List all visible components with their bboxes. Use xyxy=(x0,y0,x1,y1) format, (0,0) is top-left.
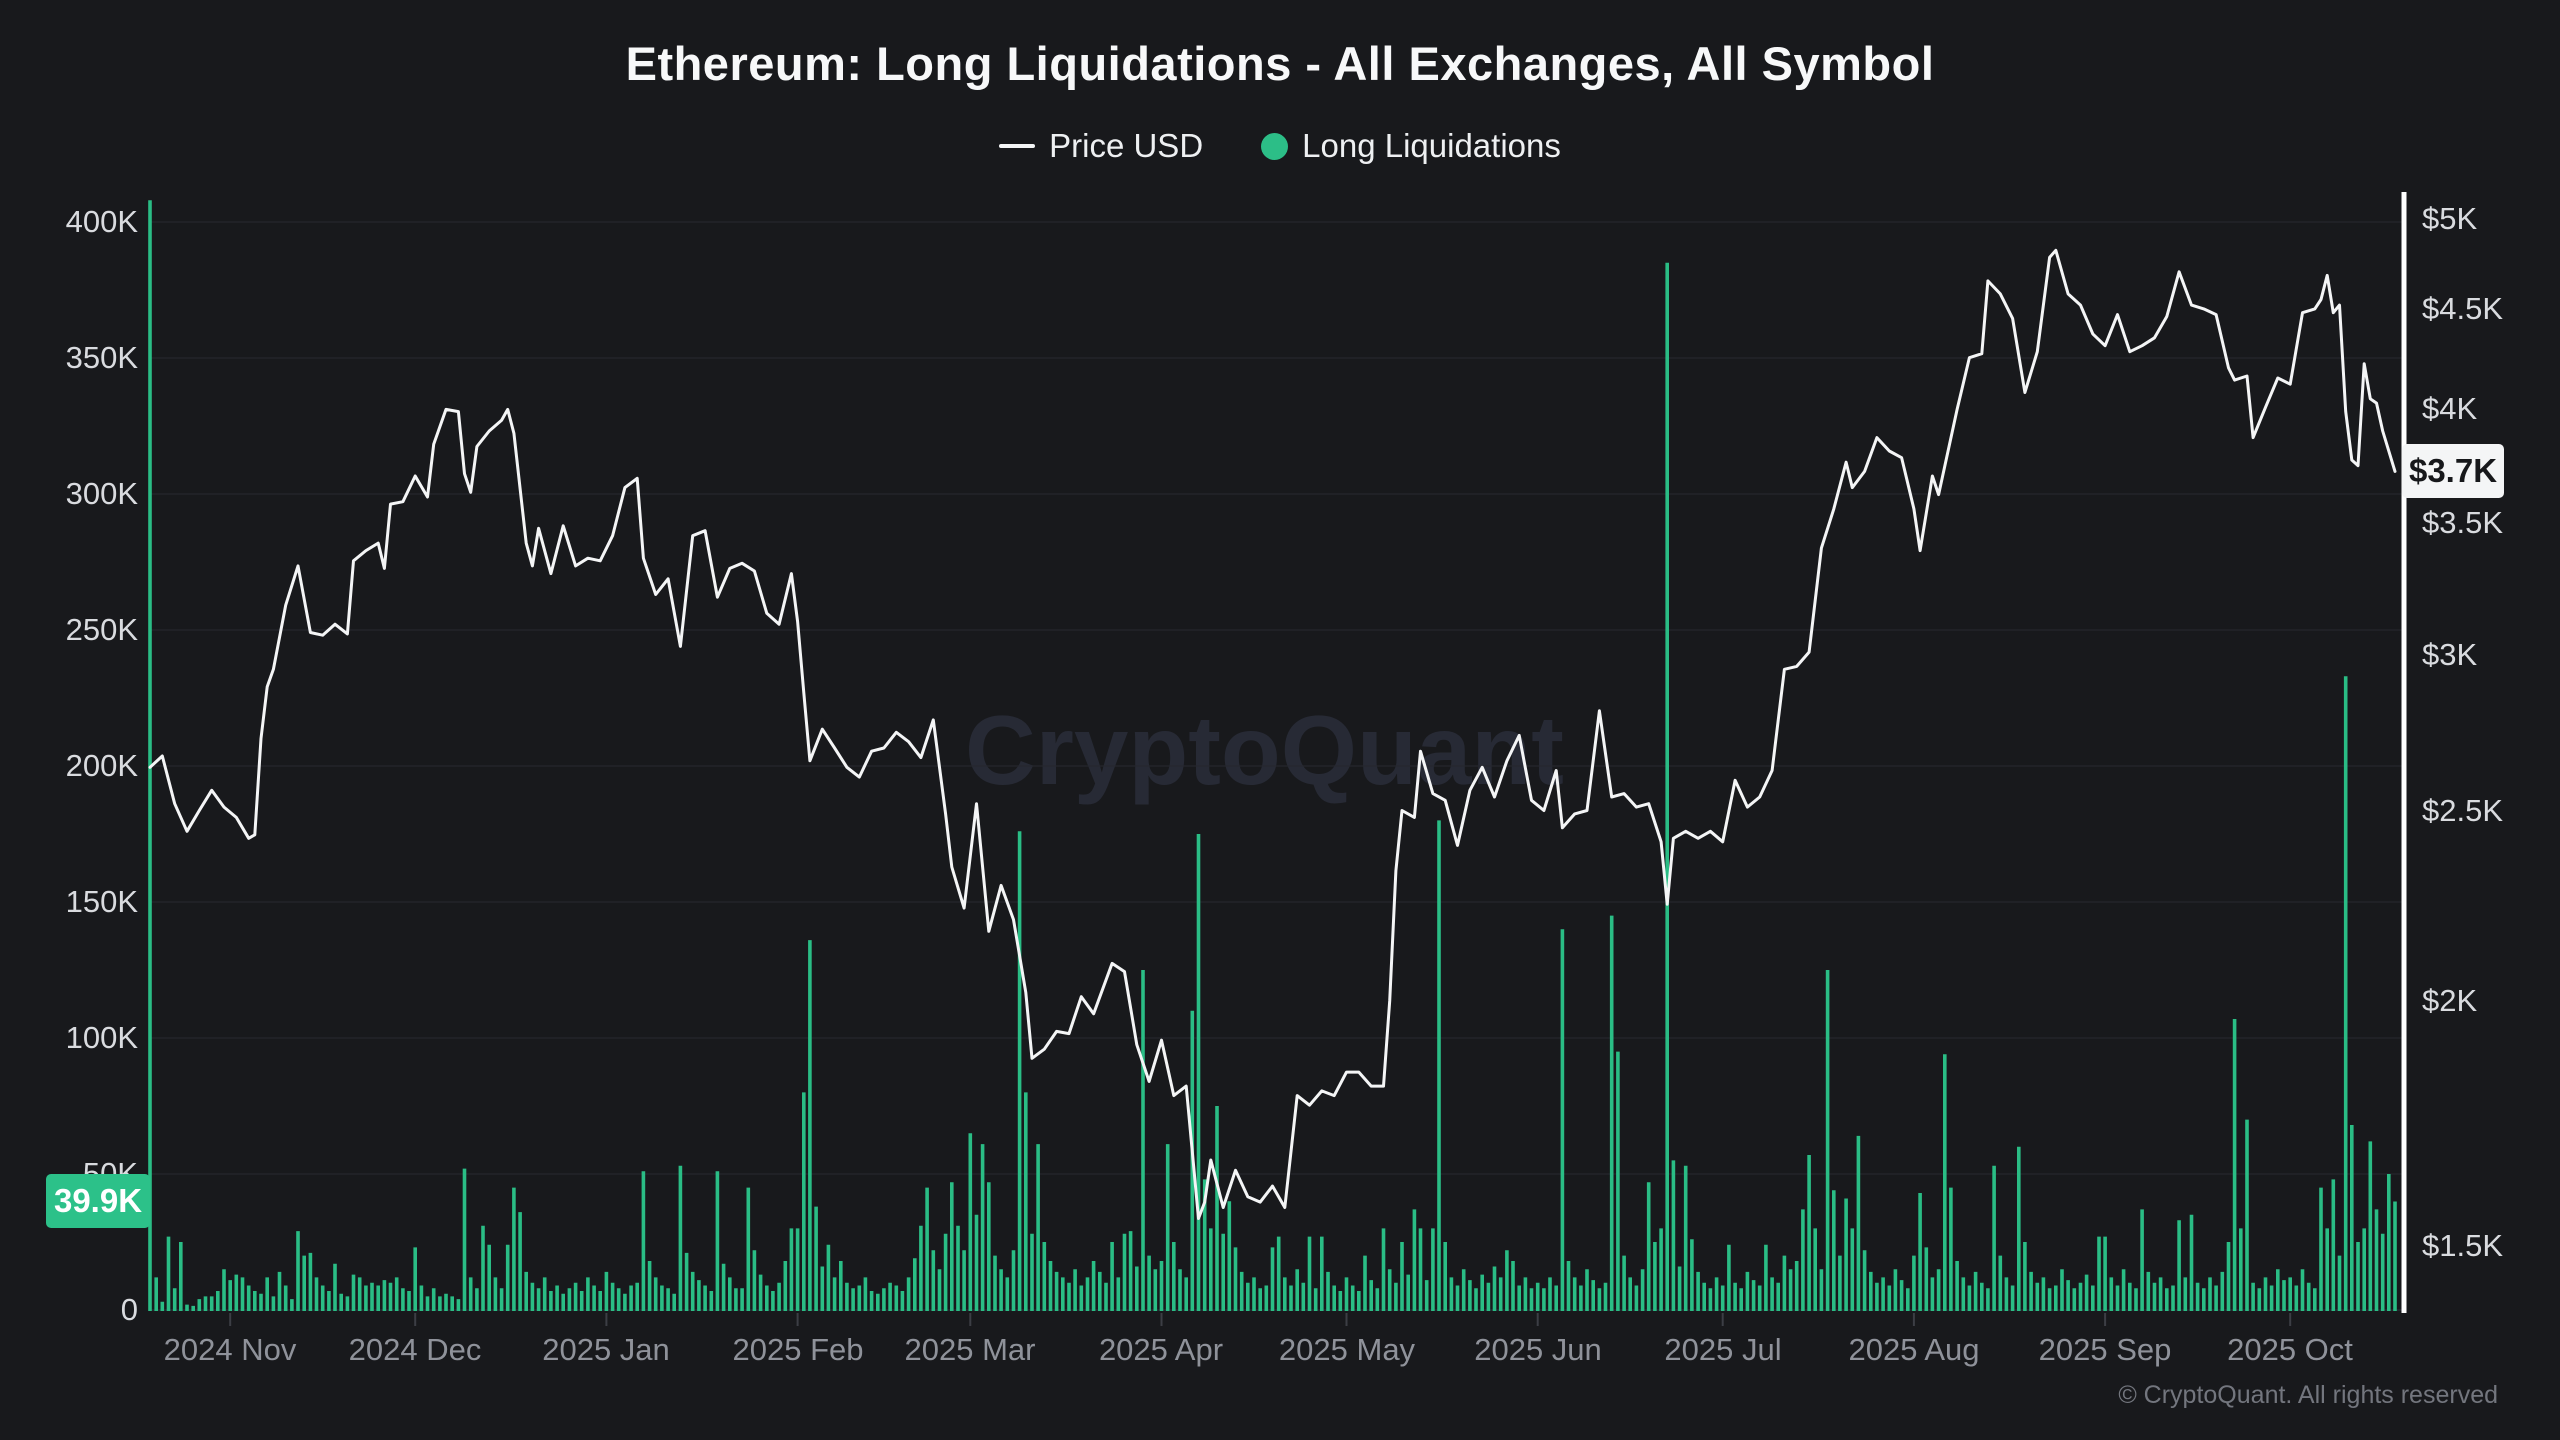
x-axis-tick-2025-May: 2025 May xyxy=(1278,1332,1416,1367)
copyright-text: © CryptoQuant. All rights reserved xyxy=(2118,1381,2498,1409)
x-axis-tick-2025-Jan: 2025 Jan xyxy=(542,1332,670,1367)
left-axis-tick-200K: 200K xyxy=(65,748,138,783)
page-title: Ethereum: Long Liquidations - All Exchan… xyxy=(625,37,1935,90)
dot-icon xyxy=(1261,132,1289,160)
x-axis-tick-2025-Jul: 2025 Jul xyxy=(1664,1332,1782,1367)
legend: Price USD Long Liquidations xyxy=(0,124,2560,168)
x-axis-tick-2025-Oct: 2025 Oct xyxy=(2227,1332,2353,1367)
current-liquidation-badge: 39.9K xyxy=(46,1174,150,1228)
left-axis-tick-300K: 300K xyxy=(65,476,138,511)
left-axis-tick-400K: 400K xyxy=(65,204,138,239)
left-axis-tick-150K: 150K xyxy=(65,884,138,919)
legend-item-liquidations[interactable]: Long Liquidations xyxy=(1261,127,1561,165)
current-price-badge: $3.7K xyxy=(2402,444,2504,498)
line-dash-icon xyxy=(999,144,1036,148)
x-axis-tick-2025-Aug: 2025 Aug xyxy=(1848,1332,1980,1367)
left-axis-tick-250K: 250K xyxy=(65,612,138,647)
x-axis-tick-2025-Feb: 2025 Feb xyxy=(732,1332,864,1367)
right-axis-tick-$2K: $2K xyxy=(2422,983,2478,1018)
left-axis-tick-100K: 100K xyxy=(65,1020,138,1055)
right-axis-tick-$4.5K: $4.5K xyxy=(2422,291,2504,326)
right-axis-tick-$5K: $5K xyxy=(2422,201,2478,236)
right-axis-tick-$1.5K: $1.5K xyxy=(2422,1228,2504,1263)
left-axis-tick-350K: 350K xyxy=(65,340,138,375)
right-axis-tick-$3.5K: $3.5K xyxy=(2422,505,2504,540)
x-axis-tick-2025-Mar: 2025 Mar xyxy=(904,1332,1036,1367)
x-axis-tick-2024-Nov: 2024 Nov xyxy=(163,1332,297,1367)
right-axis-tick-$2.5K: $2.5K xyxy=(2422,793,2504,828)
x-axis-tick-2025-Sep: 2025 Sep xyxy=(2038,1332,2172,1367)
right-axis-tick-$3K: $3K xyxy=(2422,637,2478,672)
x-axis-tick-2024-Dec: 2024 Dec xyxy=(348,1332,482,1367)
legend-label-price: Price USD xyxy=(1049,127,1204,164)
left-axis-tick-0: 0 xyxy=(120,1292,138,1327)
right-axis-tick-$4K: $4K xyxy=(2422,391,2478,426)
legend-item-price[interactable]: Price USD xyxy=(999,127,1203,165)
cryptoquant-watermark: CryptoQuant xyxy=(965,695,1564,805)
legend-label-liquidations: Long Liquidations xyxy=(1302,127,1561,164)
x-axis-tick-2025-Apr: 2025 Apr xyxy=(1098,1332,1224,1367)
x-axis-tick-2025-Jun: 2025 Jun xyxy=(1474,1332,1602,1367)
